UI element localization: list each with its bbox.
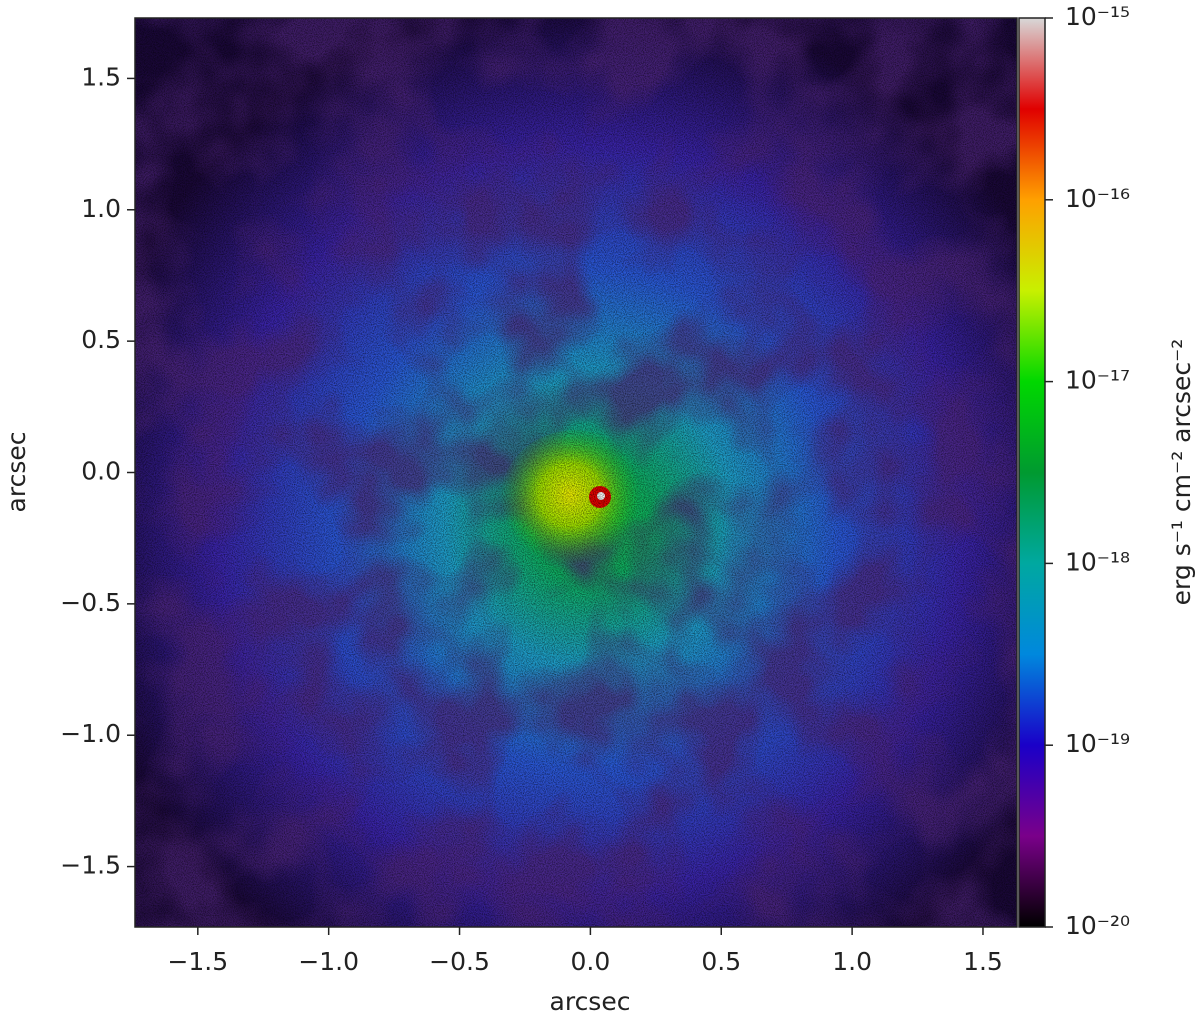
y-tick-label: −1.5 bbox=[60, 851, 121, 880]
colorbar-tick-label: 10⁻¹⁸ bbox=[1065, 547, 1130, 576]
x-tick-label: −1.0 bbox=[298, 947, 359, 976]
y-tick-label: −1.0 bbox=[60, 719, 121, 748]
x-tick-label: 0.0 bbox=[571, 947, 611, 976]
image-noise bbox=[135, 18, 1017, 927]
x-tick-label: 0.5 bbox=[701, 947, 741, 976]
colorbar-label: erg s⁻¹ cm⁻² arcsec⁻² bbox=[1167, 339, 1196, 606]
y-tick-label: 0.0 bbox=[81, 457, 121, 486]
colorbar bbox=[1018, 17, 1046, 928]
colorbar-tick-label: 10⁻¹⁶ bbox=[1065, 184, 1130, 213]
y-tick-label: 1.5 bbox=[81, 62, 121, 91]
colorbar-tick-label: 10⁻²⁰ bbox=[1065, 911, 1130, 940]
x-tick-label: 1.5 bbox=[963, 947, 1003, 976]
y-tick-label: −0.5 bbox=[60, 588, 121, 617]
colorbar-tick-label: 10⁻¹⁹ bbox=[1065, 729, 1130, 758]
y-tick-label: 0.5 bbox=[81, 325, 121, 354]
y-axis-label: arcsec bbox=[2, 432, 31, 513]
x-tick-label: 1.0 bbox=[832, 947, 872, 976]
x-tick-label: −1.5 bbox=[167, 947, 228, 976]
colorbar-tick-label: 10⁻¹⁵ bbox=[1065, 2, 1130, 31]
y-tick-label: 1.0 bbox=[81, 194, 121, 223]
image bbox=[135, 18, 1017, 927]
colorbar-tick-label: 10⁻¹⁷ bbox=[1065, 366, 1130, 395]
x-tick-label: −0.5 bbox=[429, 947, 490, 976]
x-axis-label: arcsec bbox=[550, 987, 631, 1016]
